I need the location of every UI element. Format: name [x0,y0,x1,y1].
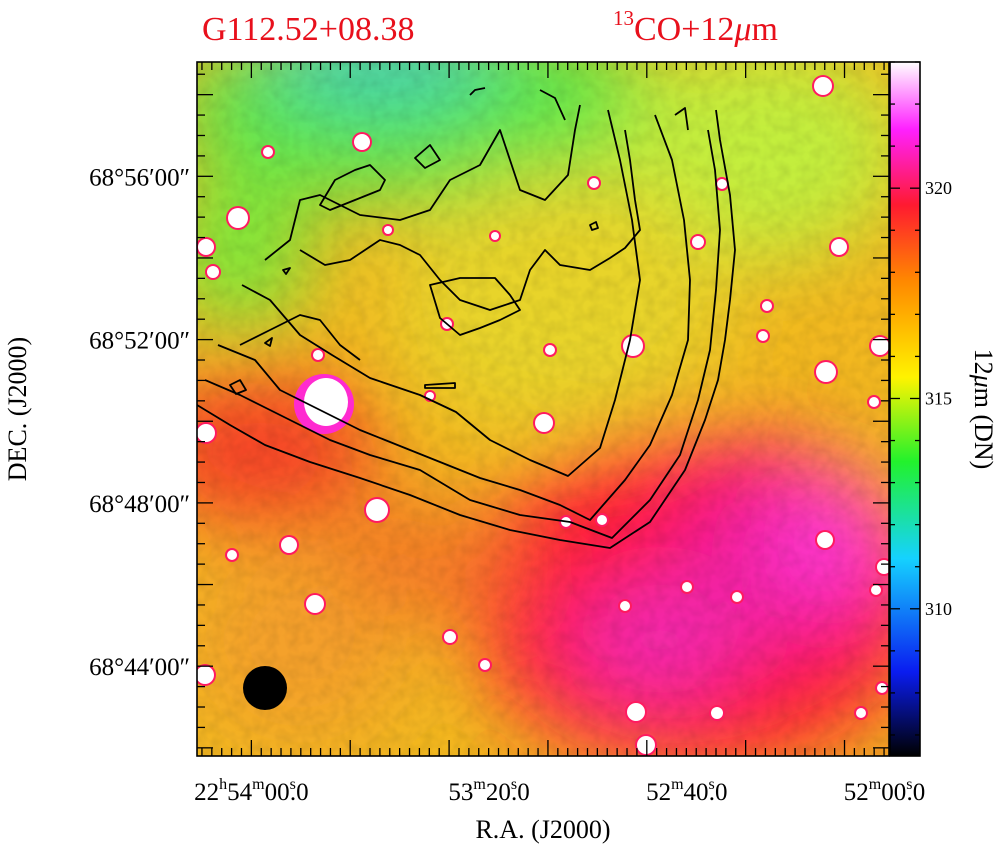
point-source-core [354,134,370,150]
point-source-core [198,239,214,255]
point-source-core [758,331,768,341]
contour-line [241,109,641,477]
plot-frame [196,61,890,757]
point-source-core [816,362,836,382]
y-tick-label: 68°48′00″ [89,491,190,518]
point-source-core [207,266,219,278]
point-source-core [589,178,599,188]
point-source-core [869,397,879,407]
point-source-core [692,236,704,248]
y-tick-label: 68°56′00″ [89,164,190,191]
contour-line [674,107,689,131]
contour-line [319,164,386,211]
point-source-core [545,345,555,355]
beam-marker [243,666,287,710]
bright-source-core [304,378,348,426]
contour-line [197,109,736,549]
point-source-core [313,350,323,360]
contour-line [282,267,291,275]
colorbar-label-pre: 12 [969,349,998,375]
contour-line [217,114,691,521]
point-source-core [717,179,727,189]
contour-line [424,382,456,389]
point-source-core [831,239,847,255]
colorbar-tick-label: 315 [925,388,952,408]
point-source-core [856,708,866,718]
point-source-core [228,208,248,228]
x-tick-label: 53m20s.0 [448,776,529,806]
point-source-core [711,707,723,719]
chart-title: G112.52+08.38 [202,11,414,48]
x-tick-label: 52m00s.0 [844,776,925,806]
point-source-core [762,301,772,311]
point-source-core [384,226,392,234]
point-source-core [814,77,832,95]
contour-line [239,314,361,361]
point-source-core [877,683,887,693]
colorbar-tick-label: 320 [925,178,952,198]
point-source-core [227,550,237,560]
point-source-core [620,601,630,611]
point-source-core [281,537,297,553]
x-tick-label: 22h54m00s.0 [194,776,308,806]
title-superscript: 13 [613,6,634,30]
contour-line [229,379,247,395]
title-mu: μ [733,11,751,48]
colorbar: 310 315 320 12μm (DN) [889,61,998,757]
contour-line [204,129,721,539]
contour-line [264,337,273,347]
colorbar-label-tail: m (DN) [969,388,998,470]
point-source-core [306,595,324,613]
y-tick-label: 68°44′00″ [89,654,190,681]
contour-line [414,144,441,169]
colorbar-gradient [890,62,920,756]
contour-line [429,277,521,336]
point-source-core [197,424,215,442]
y-axis: 68°56′00″ 68°52′00″ 68°48′00″ 68°44′00″ [89,73,889,749]
point-source-core [871,337,889,355]
point-source-core [597,515,607,525]
contour-line [539,89,566,121]
y-tick-label: 68°52′00″ [89,328,190,355]
heatmap-image [197,62,889,756]
point-source-core [366,499,388,521]
point-source-core [535,414,553,432]
point-source-core [637,736,655,754]
contour-line [299,129,641,311]
x-axis: 22h54m00s.0 53m20s.0 52m40s.0 52m00s.0 [194,62,925,806]
x-tick-label: 52m40s.0 [646,776,727,806]
point-source-core [682,582,692,592]
point-source-core [480,660,490,670]
point-source-core [732,592,742,602]
contour-line [469,87,486,96]
colorbar-label: 12μm (DN) [969,349,998,470]
point-source-core [197,666,214,684]
colorbar-ticks: 310 315 320 [890,61,952,736]
point-source-core [491,232,499,240]
title-main: CO+12 [634,11,734,48]
y-axis-label: DEC. (J2000) [3,337,32,481]
colorbar-frame [889,61,921,757]
contour-line [589,221,599,231]
colorbar-label-mu: μ [969,374,998,388]
point-source-core [871,585,881,595]
colorbar-tick-label: 310 [925,599,952,619]
contour-line [264,104,581,261]
co-contours [197,87,736,549]
point-source-core [263,147,273,157]
point-source-core [444,631,456,643]
point-source-core [627,703,645,721]
title-tail: m [751,11,777,48]
x-axis-label: R.A. (J2000) [475,815,610,844]
point-source-core [817,532,833,548]
chart-title-right: 13CO+12μm [613,6,778,48]
